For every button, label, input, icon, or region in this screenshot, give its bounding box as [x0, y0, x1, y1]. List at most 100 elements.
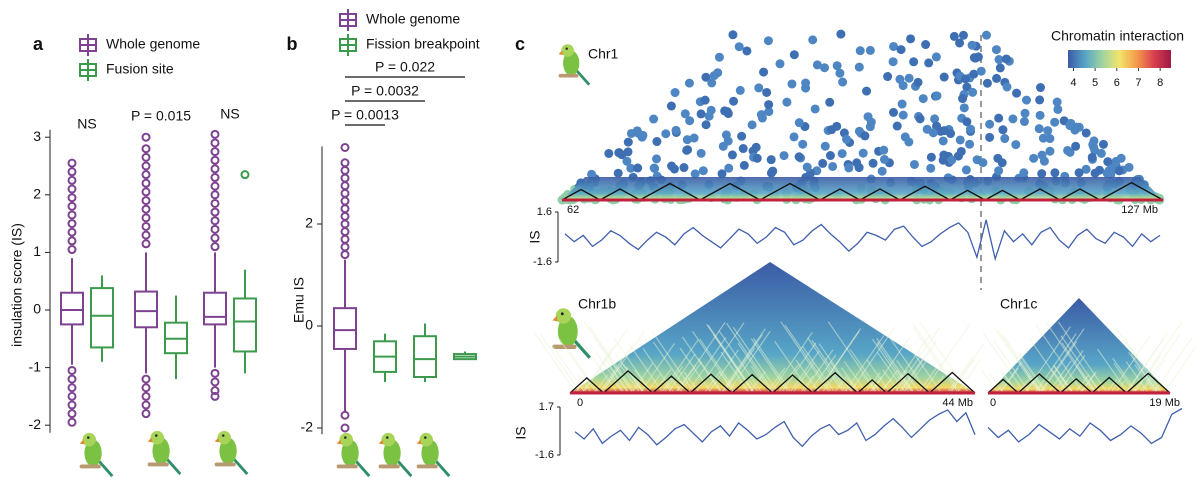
hic-pixel: [877, 166, 887, 176]
hic-pixel: [614, 148, 624, 158]
hic-pixel: [995, 63, 1005, 73]
box: [413, 335, 437, 379]
outlier: [340, 181, 350, 191]
outlier: [340, 143, 350, 152]
hic-pixel: [932, 91, 942, 101]
annotation: NS: [220, 106, 239, 122]
legend-label: Whole genome: [106, 36, 200, 52]
hic-texture: [827, 321, 877, 392]
outlier: [210, 155, 220, 165]
outlier: [210, 164, 220, 174]
outlier: [340, 219, 350, 229]
hic-texture: [692, 330, 735, 392]
y-tick-label: 1: [33, 243, 41, 259]
outlier: [240, 170, 250, 180]
outlier: [67, 417, 77, 427]
hic-pixel: [752, 153, 762, 163]
hic-pixel: [789, 132, 799, 142]
hic-pixel: [587, 169, 597, 179]
outlier: [141, 400, 151, 410]
hic-texture: [647, 373, 661, 392]
hic-pixel: [739, 160, 749, 170]
hic-pixel: [1000, 134, 1010, 144]
p-value: P = 0.022: [375, 59, 435, 75]
hic-texture: [718, 330, 762, 392]
box: [134, 290, 158, 329]
hic-pixel: [1035, 110, 1045, 120]
tad-outline: [561, 181, 1164, 201]
hic-pixel: [1035, 95, 1045, 105]
hic-texture: [790, 350, 820, 392]
hic-pixel: [828, 161, 838, 171]
hic-pixel: [707, 78, 717, 88]
hic-pixel: [904, 73, 914, 83]
x-tick-label: 127 Mb: [1121, 204, 1158, 216]
hic-pixel: [1011, 140, 1021, 150]
hic-texture: [668, 353, 696, 392]
hic-texture: [1134, 322, 1183, 392]
hic-texture: [539, 333, 580, 392]
outlier: [141, 187, 151, 197]
hic-pixel: [825, 97, 835, 107]
hic-pixel: [718, 141, 728, 151]
hic-texture: [620, 365, 640, 392]
hic-pixel: [638, 130, 648, 140]
hic-texture: [1054, 350, 1084, 392]
hic-texture: [882, 327, 927, 392]
hic-texture: [640, 343, 676, 392]
hic-texture: [951, 358, 975, 392]
y-tick-label: 0: [33, 301, 41, 317]
hic-pixel: [714, 52, 724, 62]
outlier: [67, 365, 77, 375]
hic-texture: [1036, 333, 1077, 392]
hic-pixel: [735, 85, 745, 95]
hic-texture: [1116, 380, 1126, 392]
hic-pixel: [724, 163, 734, 173]
hic-pixel: [794, 152, 804, 162]
hic-pixel: [1094, 165, 1104, 175]
colorbar: [1068, 50, 1171, 68]
y-tick-label: -1: [29, 358, 42, 374]
hic-texture: [1025, 326, 1071, 392]
hic-pixel: [918, 94, 928, 104]
colorbar-tick-label: 8: [1157, 77, 1163, 89]
bird-icon: [550, 306, 592, 360]
hic-texture: [688, 337, 727, 392]
hic-pixel: [820, 141, 830, 151]
hic-pixel: [930, 114, 940, 124]
outlier: [141, 144, 151, 154]
hic-pixel: [754, 83, 764, 93]
outlier: [141, 178, 151, 188]
hic-pixel: [666, 101, 676, 111]
hic-texture: [1076, 374, 1090, 392]
hic-pixel: [865, 45, 875, 55]
hic-pixel: [713, 68, 723, 78]
hic-pixel: [981, 30, 991, 40]
hic-texture: [628, 342, 663, 392]
hic-pixel: [892, 121, 902, 131]
hic-pixel: [747, 120, 757, 130]
hic-texture: [871, 337, 910, 392]
hic-pixel: [701, 72, 711, 82]
hic-pixel: [961, 165, 971, 175]
hic-pixel: [667, 161, 677, 171]
hic-pixel: [698, 166, 708, 176]
outlier: [141, 152, 151, 162]
y-tick-label: -2: [301, 419, 314, 435]
hic-texture: [876, 341, 912, 392]
hic-pixel: [998, 125, 1008, 135]
hic-pixel: [838, 77, 848, 87]
bird-icon: [335, 431, 371, 477]
is-line: [987, 407, 1183, 445]
hic-pixel: [997, 158, 1007, 168]
hic-texture: [1059, 354, 1086, 392]
hic-texture: [882, 370, 898, 392]
hic-texture: [993, 340, 1030, 392]
hic-pixel: [1012, 88, 1022, 98]
hic-pixel: [994, 55, 1004, 65]
hic-texture: [793, 361, 815, 392]
hic-pixel: [931, 52, 941, 62]
hic-pixel: [779, 151, 789, 161]
hic-texture: [722, 334, 763, 392]
hic-pixel: [649, 114, 659, 124]
